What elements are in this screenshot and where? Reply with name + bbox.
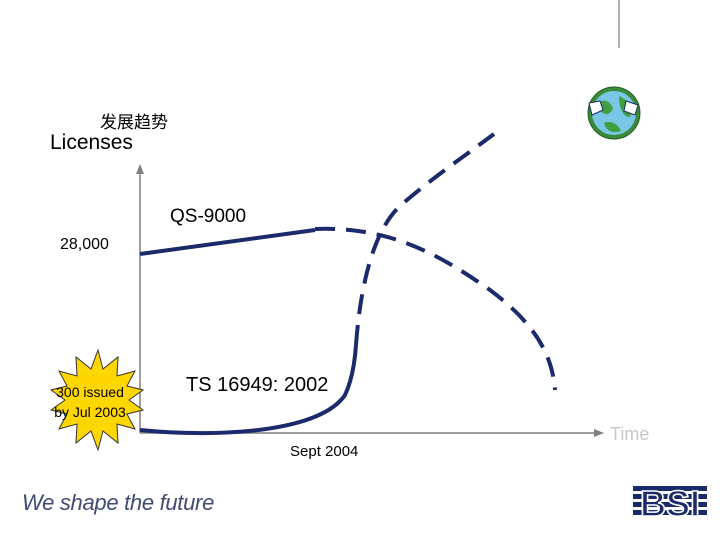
y-tick-label: 28,000: [60, 236, 109, 253]
company-slogan: We shape the future: [22, 490, 215, 515]
y-axis-arrow: [136, 164, 144, 174]
callout-line-2: by Jul 2003: [54, 404, 126, 420]
y-axis-label: Licenses: [50, 131, 133, 154]
series-ts-dashed-line: [354, 132, 496, 346]
series-qs-solid-line: [139, 228, 316, 256]
globe-badge-icon: [587, 86, 641, 140]
starburst-callout-shape: [49, 348, 145, 452]
x-tick-label: Sept 2004: [290, 443, 359, 460]
series-ts-solid-line: [139, 344, 358, 436]
callout-line-1: 300 issued: [56, 384, 124, 400]
chinese-title: 发展趋势: [100, 113, 168, 133]
x-axis-label: Time: [610, 424, 650, 444]
bsi-logo-text: BSI: [640, 483, 700, 524]
series-qs-label: QS-9000: [170, 206, 247, 227]
series-qs-dashed-line: [314, 226, 557, 391]
bsi-logo: BSI: [633, 482, 707, 525]
starburst-callout-text: 300 issued by Jul 2003: [28, 382, 152, 422]
series-ts-label: TS 16949: 2002: [186, 374, 329, 396]
x-axis-arrow: [594, 429, 604, 437]
